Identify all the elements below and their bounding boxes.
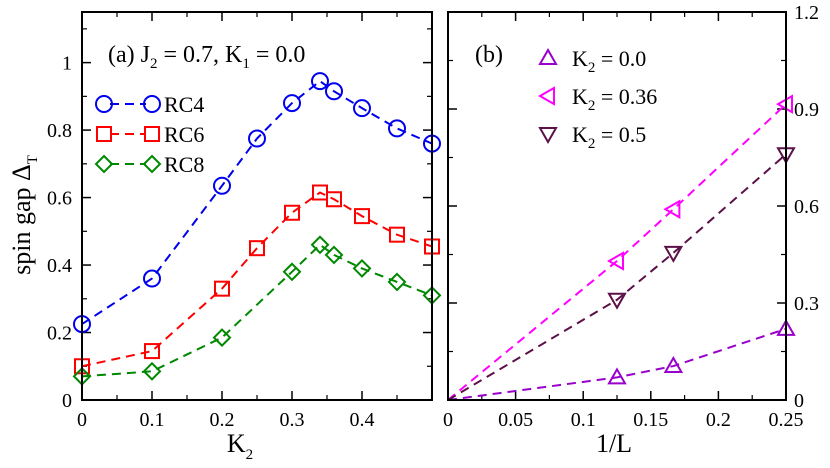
panel-a-xlabel: K2 bbox=[227, 429, 253, 463]
y-tick-label: 0.8 bbox=[47, 120, 72, 142]
panel-a-frame bbox=[81, 11, 433, 401]
data-point bbox=[663, 199, 681, 219]
legend-label: RC6 bbox=[164, 122, 204, 147]
data-point bbox=[310, 235, 330, 255]
data-point bbox=[282, 262, 302, 282]
legend-label: K2 = 0.5 bbox=[572, 122, 646, 152]
legend-marker bbox=[537, 86, 555, 106]
data-point bbox=[607, 292, 627, 310]
data-point bbox=[354, 208, 370, 225]
x-tick-label: 0.25 bbox=[769, 409, 804, 431]
x-tick-label: 0.2 bbox=[706, 409, 731, 431]
legend-marker bbox=[96, 126, 112, 142]
x-tick-label: 0.1 bbox=[140, 409, 165, 431]
data-point bbox=[248, 129, 266, 148]
data-point bbox=[212, 328, 232, 347]
y-tick-label: 0 bbox=[62, 390, 72, 412]
data-point bbox=[663, 245, 684, 263]
series-line-2 bbox=[447, 153, 787, 401]
legend-marker bbox=[538, 127, 558, 145]
data-point bbox=[352, 259, 372, 278]
data-point bbox=[249, 240, 265, 257]
panel-a-ylabel: spin gap ΔT bbox=[7, 155, 41, 275]
legend-marker bbox=[143, 95, 161, 113]
panel-b-frame bbox=[447, 11, 787, 401]
data-point bbox=[143, 269, 161, 288]
panel-a-annotation: (a) J2 = 0.7, K1 = 0.0 bbox=[108, 42, 305, 72]
series-line-0 bbox=[447, 327, 787, 401]
series-line-1 bbox=[447, 103, 787, 401]
series-line-1 bbox=[81, 191, 433, 368]
data-point bbox=[389, 226, 405, 243]
legend-marker bbox=[142, 154, 162, 174]
data-point bbox=[311, 72, 329, 91]
data-point bbox=[324, 245, 344, 265]
y-tick-label: 1.2 bbox=[794, 2, 819, 24]
panel-a-label: (a) bbox=[108, 42, 135, 68]
legend-marker bbox=[538, 47, 558, 65]
y-tick-label: 0.2 bbox=[47, 323, 72, 345]
data-point bbox=[663, 356, 684, 374]
y-tick-label: 0.4 bbox=[47, 255, 72, 277]
panel-a: 0 0.1 0.2 0.3 0.4 0 0.2 0.4 0.6 0.8 1 (a) J2 = 0.7… bbox=[7, 11, 442, 463]
y-tick-label: 1 bbox=[62, 53, 72, 75]
x-tick-label: 0.1 bbox=[571, 409, 596, 431]
panel-a-ticks: 0 0.1 0.2 0.3 0.4 0 0.2 0.4 0.6 0.8 1 bbox=[47, 12, 432, 431]
data-point bbox=[326, 191, 342, 208]
x-tick-label: 0 bbox=[77, 409, 87, 431]
x-tick-label: 0.2 bbox=[210, 409, 235, 431]
panel-b-legend: K2 = 0.0 K2 = 0.36 K2 = 0.5 bbox=[537, 46, 657, 152]
y-tick-label: 0.6 bbox=[47, 188, 72, 210]
legend-marker bbox=[94, 154, 114, 174]
x-tick-label: 0 bbox=[443, 409, 453, 431]
data-point bbox=[284, 204, 300, 221]
data-point bbox=[607, 367, 627, 385]
y-tick-label: 0.3 bbox=[794, 293, 819, 315]
panel-a-series bbox=[72, 72, 442, 386]
data-point bbox=[325, 82, 343, 101]
legend-label: K2 = 0.36 bbox=[572, 84, 657, 114]
data-point bbox=[387, 272, 407, 292]
legend-label: RC8 bbox=[164, 152, 204, 177]
y-tick-label: 0.9 bbox=[794, 99, 819, 121]
panel-b-xlabel: 1/L bbox=[596, 429, 632, 458]
data-point bbox=[353, 99, 371, 118]
data-point bbox=[283, 94, 301, 113]
y-tick-label: 0.6 bbox=[794, 196, 819, 218]
data-point bbox=[388, 119, 406, 138]
series-line-0 bbox=[81, 79, 433, 325]
panel-a-legend: RC4 RC6 RC8 bbox=[94, 92, 204, 177]
series-line-2 bbox=[81, 243, 433, 378]
data-point bbox=[606, 251, 624, 271]
x-tick-label: 0.4 bbox=[350, 409, 375, 431]
data-point bbox=[144, 343, 160, 360]
x-tick-label: 0.15 bbox=[633, 409, 668, 431]
data-point bbox=[213, 176, 231, 195]
data-point bbox=[142, 361, 162, 381]
legend-marker bbox=[95, 95, 113, 113]
legend-label: RC4 bbox=[164, 92, 204, 117]
y-tick-label: 0 bbox=[794, 390, 804, 412]
legend-marker bbox=[144, 126, 160, 142]
data-point bbox=[214, 280, 230, 297]
x-tick-label: 0.3 bbox=[280, 409, 305, 431]
x-tick-label: 0.05 bbox=[498, 409, 533, 431]
panel-b-label: (b) bbox=[475, 42, 503, 68]
legend-label: K2 = 0.0 bbox=[572, 46, 646, 76]
